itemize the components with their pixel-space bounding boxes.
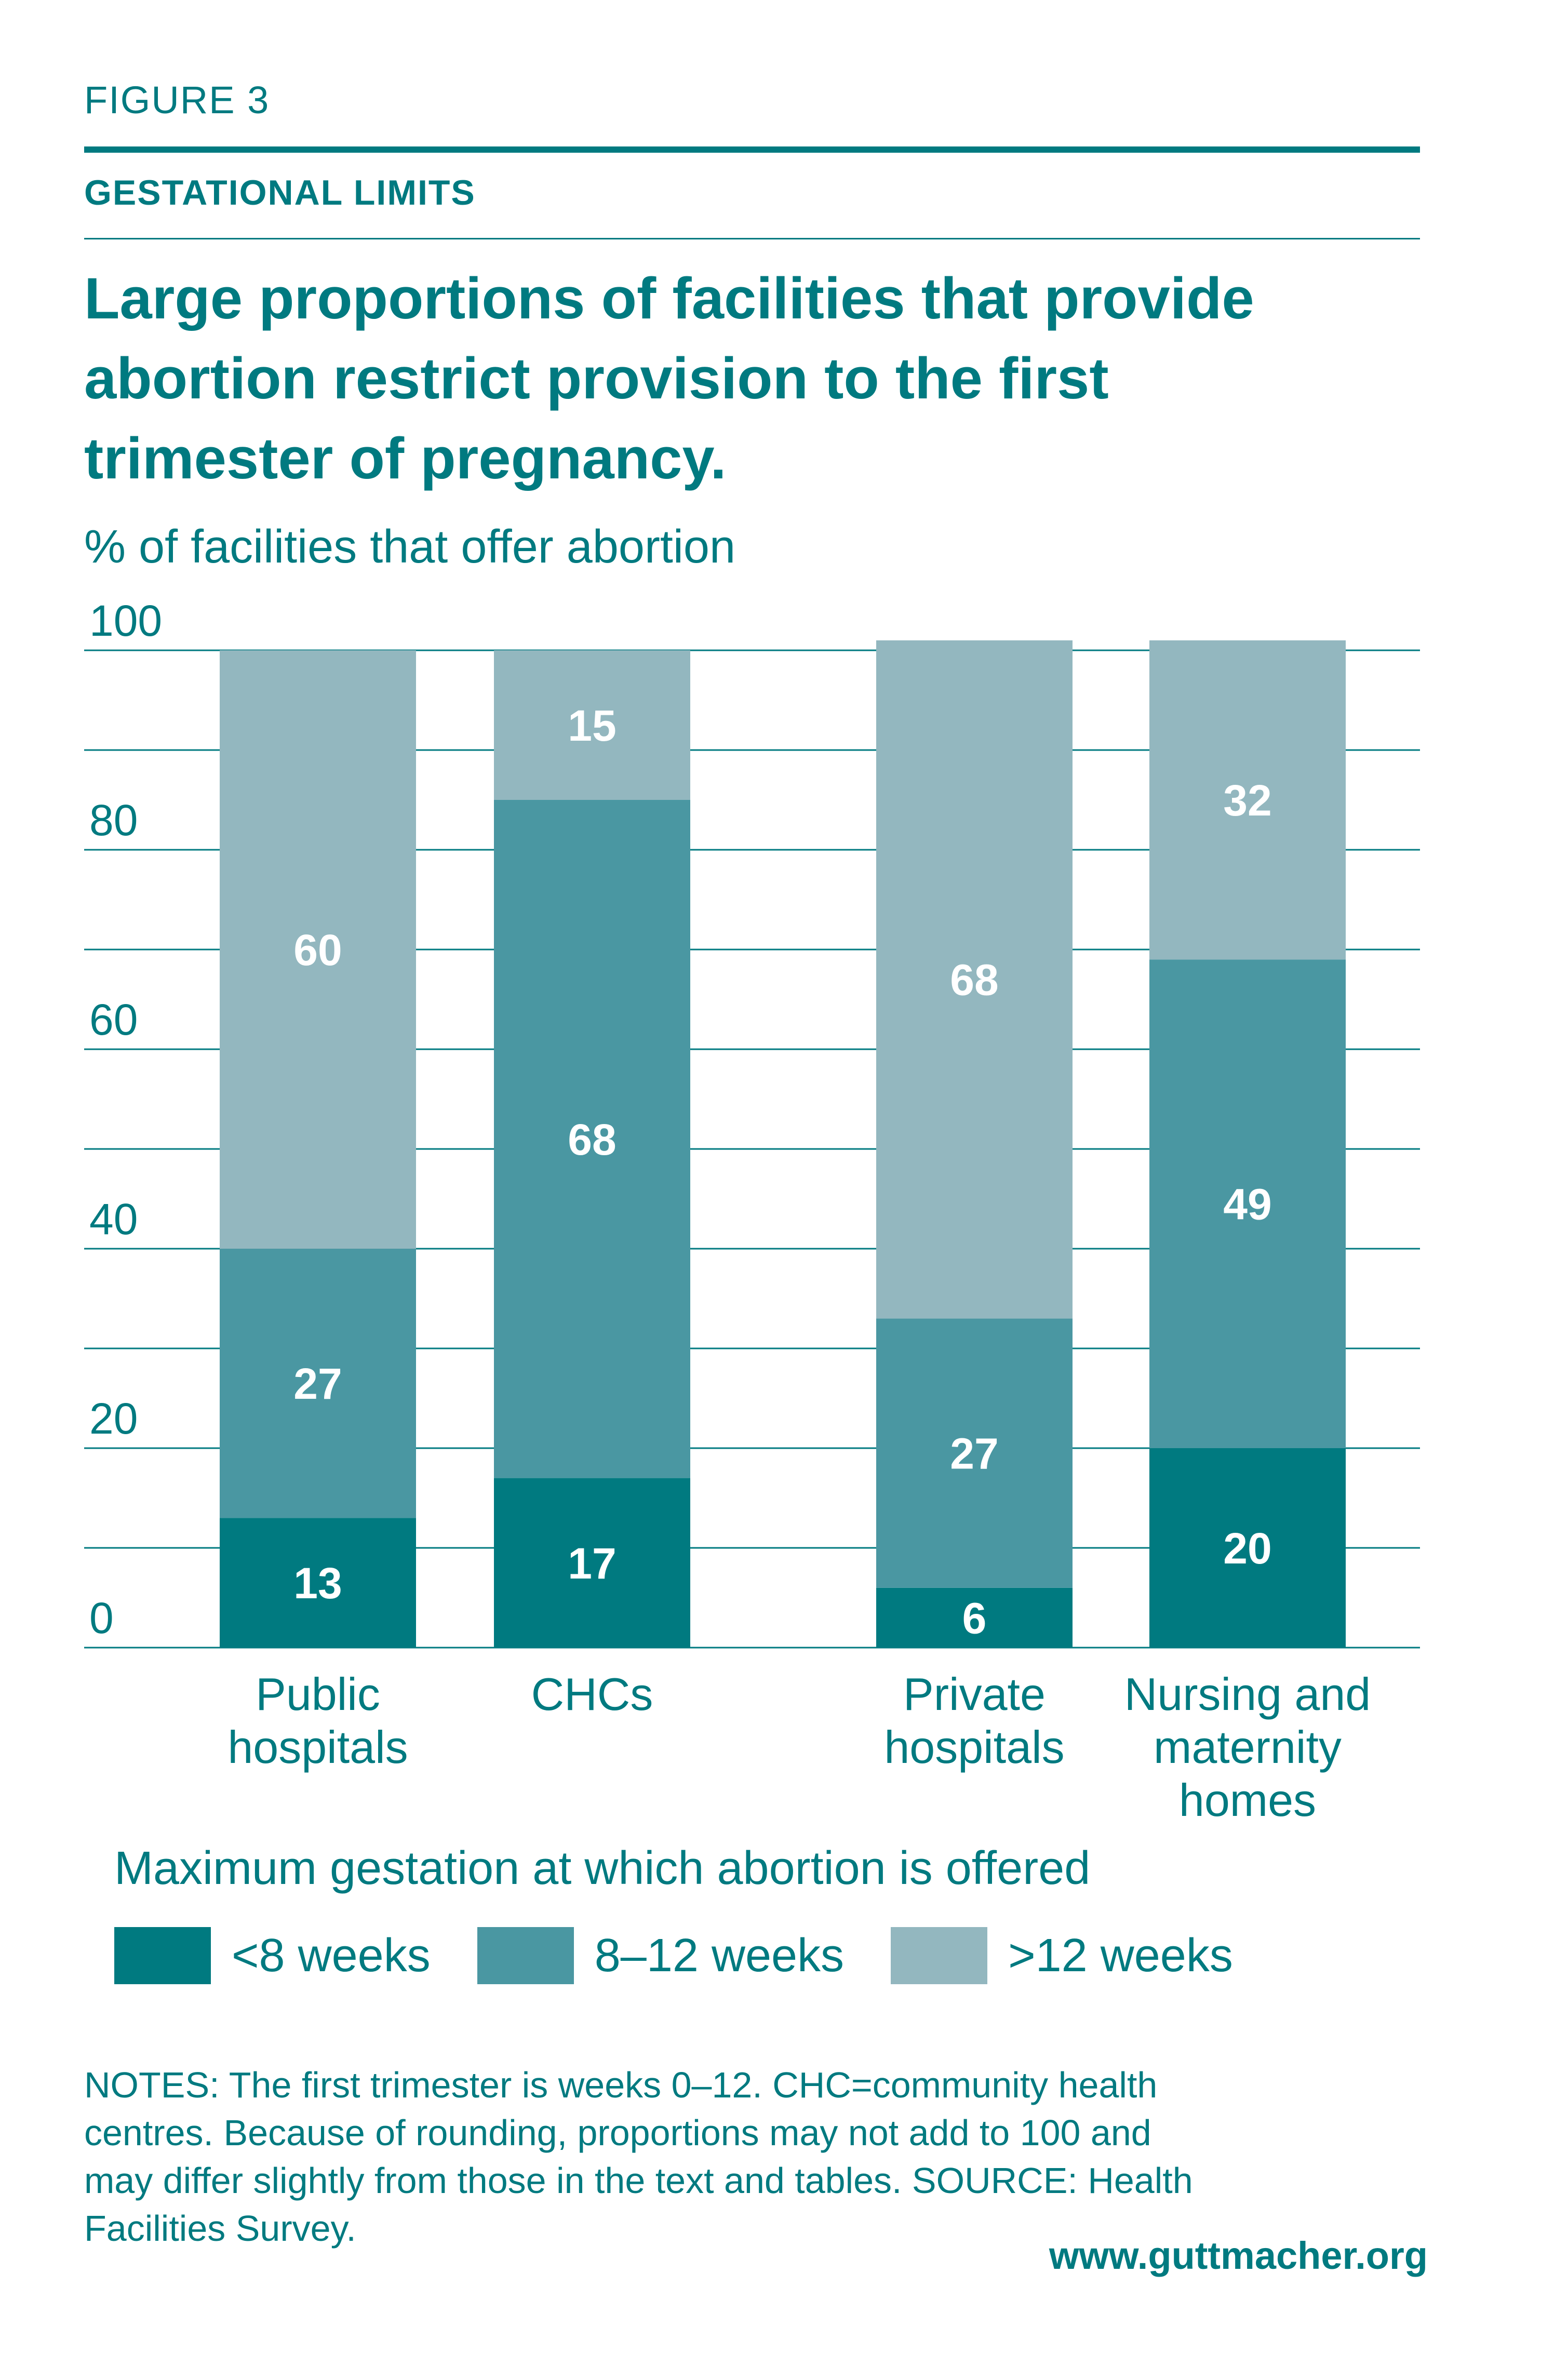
legend-swatch-8-12-weeks [477,1927,574,1984]
y-tick-label-0: 0 [89,1594,114,1642]
stacked-bar-chart: 020406080100132760Publichospitals176815C… [84,596,1420,1826]
legend-item-over-12-weeks: >12 weeks [891,1927,1233,1984]
data-label-0-series-0: 13 [293,1559,342,1608]
y-tick-label-80: 80 [89,796,138,845]
notes-line-1: NOTES: The first trimester is weeks 0–12… [84,2065,1158,2105]
data-label-2-series-2: 68 [950,956,998,1005]
source-url: www.guttmacher.org [1049,2234,1428,2277]
bar-0-series-2 [220,650,416,1249]
category-label-2-line-1: hospitals [884,1721,1064,1773]
category-label-1-line-0: CHCs [531,1668,653,1720]
category-label-2-line-0: Private [903,1668,1046,1720]
chart-headline: Large proportions of facilities that pro… [84,259,1435,499]
data-label-1-series-1: 68 [568,1115,616,1164]
data-label-3-series-2: 32 [1223,776,1271,825]
data-label-0-series-1: 27 [293,1359,342,1408]
bar-0-series-1 [220,1249,416,1518]
bar-1-series-2 [494,650,690,800]
section-rule [84,238,1420,239]
headline-line-2: abortion restrict provision to the first [84,346,1109,411]
bar-3-series-1 [1149,959,1346,1448]
headline-line-3: trimester of pregnancy. [84,426,727,491]
notes-line-3: may differ slightly from those in the te… [84,2160,1193,2201]
bar-1-series-1 [494,800,690,1478]
category-label-3-line-0: Nursing and [1124,1668,1371,1720]
legend-item-8-12-weeks: 8–12 weeks [477,1927,844,1984]
category-label-3-line-2: homes [1179,1774,1316,1826]
header-rule [84,146,1420,153]
data-label-1-series-2: 15 [568,701,616,750]
bar-3-series-0 [1149,1448,1346,1648]
category-label-0-line-0: Public [256,1668,380,1720]
data-label-3-series-0: 20 [1223,1524,1271,1573]
notes: NOTES: The first trimester is weeks 0–12… [84,2061,1445,2252]
notes-line-4: Facilities Survey. [84,2208,356,2249]
bar-2-series-1 [876,1318,1073,1588]
section-label: GESTATIONAL LIMITS [84,173,476,212]
legend-swatch-under-8-weeks [114,1927,211,1984]
bar-3-series-2 [1149,640,1346,960]
bar-2-series-0 [876,1587,1073,1648]
legend: <8 weeks 8–12 weeks >12 weeks [114,1927,1280,1984]
y-tick-label-40: 40 [89,1195,138,1244]
category-label-3-line-1: maternity [1154,1721,1342,1773]
y-tick-label-100: 100 [89,596,162,645]
data-label-2-series-0: 6 [962,1594,987,1642]
headline-line-1: Large proportions of facilities that pro… [84,266,1254,331]
bar-1-series-0 [494,1478,690,1648]
legend-label-over-12-weeks: >12 weeks [1008,1929,1233,1982]
y-tick-label-20: 20 [89,1394,138,1443]
y-tick-label-60: 60 [89,995,138,1044]
legend-swatch-over-12-weeks [891,1927,988,1984]
figure-label: FIGURE 3 [84,78,270,122]
category-label-0-line-1: hospitals [227,1721,408,1773]
bar-0-series-0 [220,1518,416,1648]
legend-title: Maximum gestation at which abortion is o… [114,1842,1091,1894]
data-label-0-series-2: 60 [293,926,342,974]
data-label-2-series-1: 27 [950,1429,998,1478]
legend-label-under-8-weeks: <8 weeks [232,1929,431,1982]
bar-2-series-2 [876,640,1073,1319]
data-label-1-series-0: 17 [568,1539,616,1588]
y-axis-label: % of facilities that offer abortion [84,521,736,573]
legend-item-under-8-weeks: <8 weeks [114,1927,431,1984]
notes-line-2: centres. Because of rounding, proportion… [84,2112,1151,2153]
legend-label-8-12-weeks: 8–12 weeks [594,1929,845,1982]
data-label-3-series-1: 49 [1223,1180,1271,1229]
